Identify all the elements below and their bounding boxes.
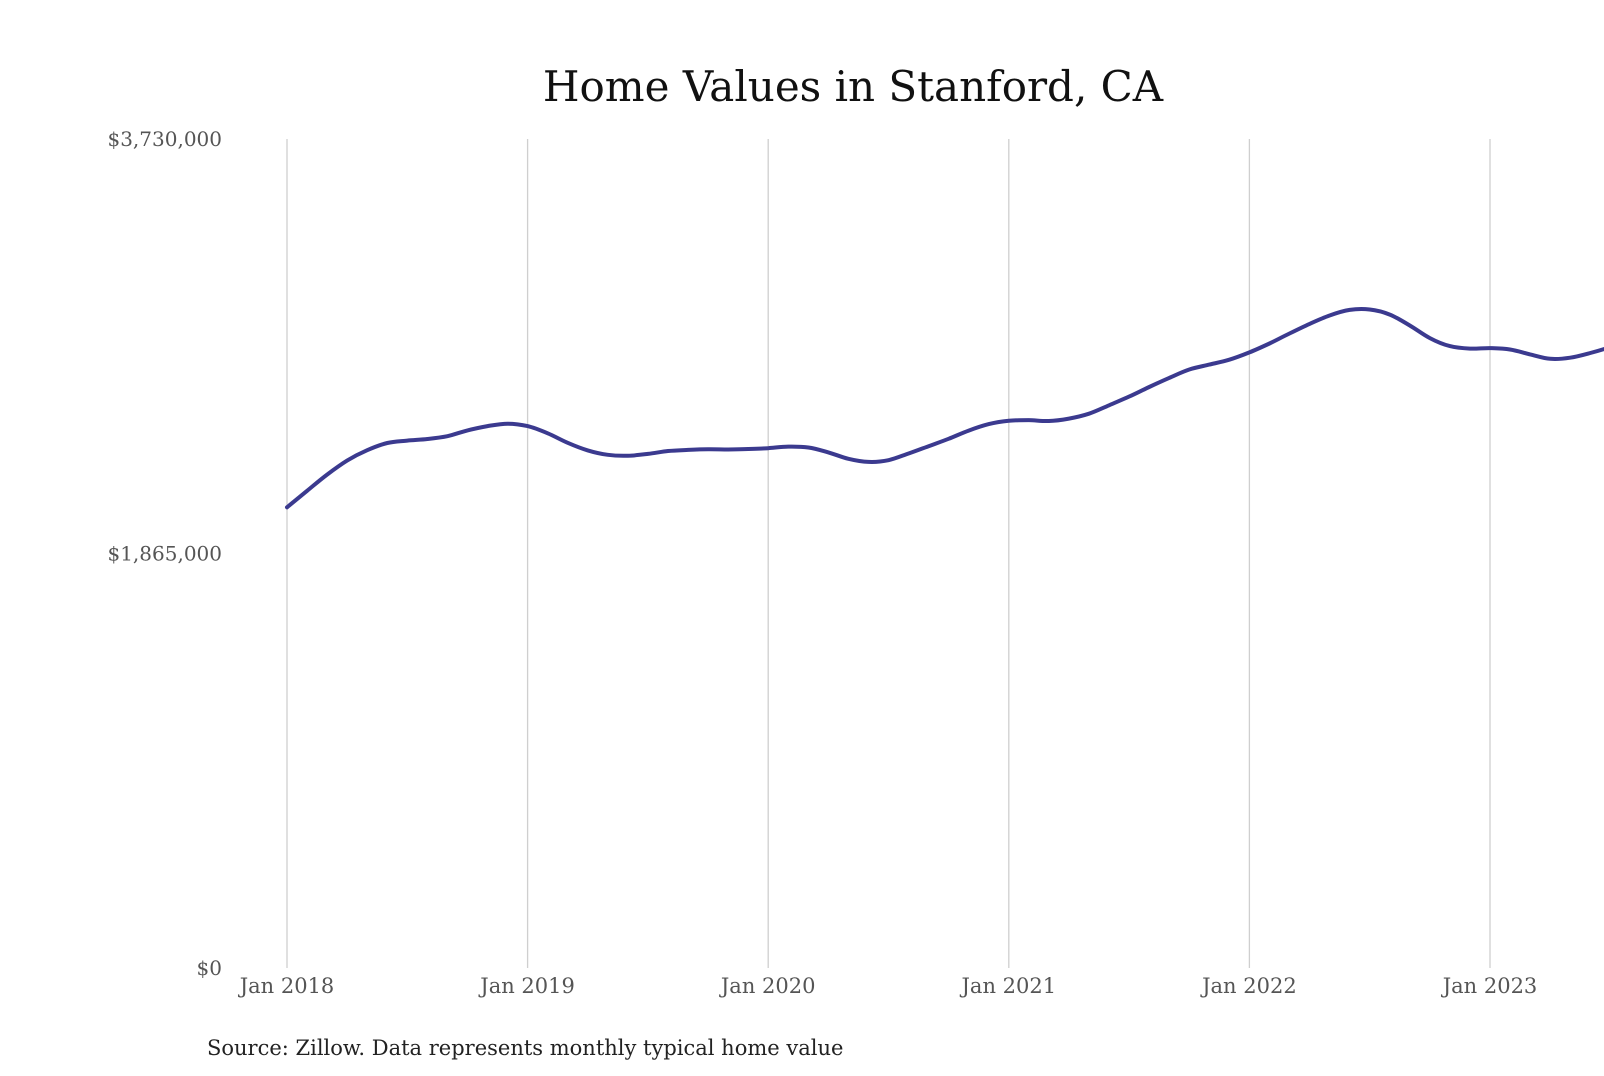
x-tick-label-3: Jan 2021: [960, 974, 1057, 998]
chart-title: Home Values in Stanford, CA: [543, 62, 1164, 111]
source-note: Source: Zillow. Data represents monthly …: [207, 1036, 844, 1060]
series-layer: $2,887,346: [285, 307, 1604, 510]
series-line-0: [285, 307, 1604, 510]
y-axis-ticks: $0 $1,865,000 $3,730,000: [107, 127, 222, 980]
x-tick-label-4: Jan 2022: [1200, 974, 1297, 998]
x-tick-label-1: Jan 2019: [478, 974, 575, 998]
x-tick-label-2: Jan 2020: [719, 974, 816, 998]
y-tick-label-0: $0: [197, 956, 222, 980]
y-tick-label-2: $3,730,000: [107, 127, 222, 151]
gridlines: [286, 139, 1491, 968]
x-axis-ticks: Jan 2018 Jan 2019 Jan 2020 Jan 2021 Jan 2022…: [238, 974, 1538, 998]
x-tick-label-0: Jan 2018: [238, 974, 335, 998]
y-tick-label-1: $1,865,000: [107, 542, 222, 566]
x-tick-label-5: Jan 2023: [1441, 974, 1538, 998]
